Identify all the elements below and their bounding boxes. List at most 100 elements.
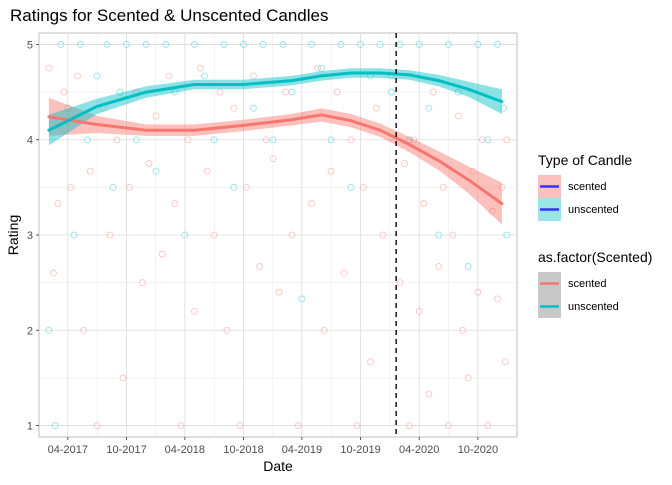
smooth-line-scented bbox=[47, 113, 504, 206]
legend-key-scented-type bbox=[538, 175, 561, 198]
point-scented bbox=[243, 183, 250, 191]
point-unscented bbox=[103, 41, 111, 48]
point-unscented bbox=[116, 88, 124, 96]
point-unscented bbox=[142, 41, 150, 48]
point-scented bbox=[113, 136, 121, 144]
plot-panel bbox=[38, 32, 518, 438]
point-scented bbox=[308, 200, 315, 207]
point-unscented bbox=[405, 136, 413, 144]
point-scented bbox=[340, 269, 348, 277]
point-unscented bbox=[357, 41, 364, 48]
point-scented bbox=[314, 64, 321, 72]
point-unscented bbox=[84, 136, 91, 144]
point-unscented bbox=[288, 88, 296, 96]
point-scented bbox=[223, 326, 231, 334]
point-scented bbox=[396, 279, 404, 287]
point-scented bbox=[469, 167, 477, 175]
point-scented bbox=[327, 167, 335, 175]
point-unscented bbox=[327, 136, 335, 144]
point-scented bbox=[347, 136, 355, 144]
band-unscented bbox=[48, 68, 502, 146]
point-unscented bbox=[201, 72, 208, 80]
point-unscented bbox=[396, 41, 404, 48]
point-unscented bbox=[318, 64, 325, 72]
point-scented bbox=[459, 326, 467, 334]
point-scented bbox=[54, 200, 62, 207]
point-unscented bbox=[347, 183, 355, 191]
point-scented bbox=[501, 358, 509, 366]
point-unscented bbox=[484, 136, 492, 144]
point-scented bbox=[498, 183, 506, 191]
point-scented bbox=[191, 307, 198, 315]
point-unscented bbox=[51, 422, 59, 429]
point-scented bbox=[474, 288, 482, 296]
y-axis-title: Rating bbox=[5, 215, 21, 255]
point-unscented bbox=[387, 88, 395, 96]
point-unscented bbox=[415, 41, 423, 48]
point-scented bbox=[45, 64, 53, 72]
point-scented bbox=[165, 72, 173, 80]
x-tick-label: 04-2018 bbox=[165, 444, 205, 456]
point-scented bbox=[145, 160, 153, 167]
point-unscented bbox=[240, 41, 247, 48]
point-scented bbox=[373, 104, 380, 112]
point-scented bbox=[405, 422, 413, 429]
point-scented bbox=[139, 279, 146, 287]
smooth-lines bbox=[47, 71, 504, 206]
point-unscented bbox=[133, 136, 140, 144]
point-unscented bbox=[298, 295, 306, 303]
point-scented bbox=[67, 183, 75, 191]
point-unscented bbox=[64, 104, 72, 112]
point-scented bbox=[106, 231, 114, 239]
point-scented bbox=[210, 231, 218, 239]
point-scented bbox=[420, 200, 428, 207]
point-scented bbox=[439, 183, 447, 191]
point-unscented bbox=[444, 41, 452, 48]
y-tick-label: 2 bbox=[27, 325, 33, 337]
legend-key-unscented-factor bbox=[538, 295, 561, 318]
point-scented bbox=[119, 374, 127, 382]
legend-title-type: Type of Candle bbox=[538, 152, 632, 168]
x-tick-label: 04-2019 bbox=[282, 444, 322, 456]
point-scented bbox=[80, 326, 87, 334]
point-unscented bbox=[376, 41, 384, 48]
point-scented bbox=[74, 72, 81, 80]
point-unscented bbox=[474, 41, 482, 48]
point-scented bbox=[464, 374, 472, 382]
chart-title: Ratings for Scented & Unscented Candles bbox=[10, 6, 328, 25]
point-unscented bbox=[123, 41, 130, 48]
x-tick-label: 04-2017 bbox=[48, 444, 88, 456]
y-axis-ticks: 1 2 3 4 5 bbox=[27, 39, 39, 433]
point-scented bbox=[494, 295, 501, 303]
point-scented bbox=[282, 88, 290, 96]
point-scented bbox=[401, 160, 408, 167]
point-scented bbox=[360, 183, 367, 191]
point-scented bbox=[262, 136, 270, 144]
point-unscented bbox=[308, 41, 315, 48]
legend: Type of Candle scented unscented as.fact… bbox=[538, 152, 652, 318]
point-unscented bbox=[259, 41, 267, 48]
y-tick-label: 4 bbox=[27, 135, 33, 147]
point-unscented bbox=[435, 231, 443, 239]
point-scented bbox=[435, 263, 443, 270]
point-unscented bbox=[70, 231, 78, 239]
point-unscented bbox=[464, 263, 472, 270]
legend-label-scented-factor: scented bbox=[568, 278, 607, 290]
point-scented bbox=[444, 422, 452, 429]
point-scented bbox=[333, 88, 341, 96]
point-unscented bbox=[76, 41, 84, 48]
legend-title-factor: as.factor(Scented) bbox=[538, 249, 652, 265]
point-unscented bbox=[500, 104, 507, 112]
point-scented bbox=[269, 155, 277, 163]
point-unscented bbox=[210, 136, 218, 144]
grid bbox=[39, 33, 517, 437]
point-scented bbox=[478, 136, 486, 144]
point-unscented bbox=[279, 41, 287, 48]
point-scented bbox=[256, 263, 263, 270]
point-unscented bbox=[152, 167, 160, 175]
smooth-line-unscented bbox=[47, 71, 504, 132]
point-scented bbox=[250, 72, 257, 80]
x-tick-label: 10-2020 bbox=[458, 444, 498, 456]
legend-label-scented-type: scented bbox=[568, 181, 607, 193]
